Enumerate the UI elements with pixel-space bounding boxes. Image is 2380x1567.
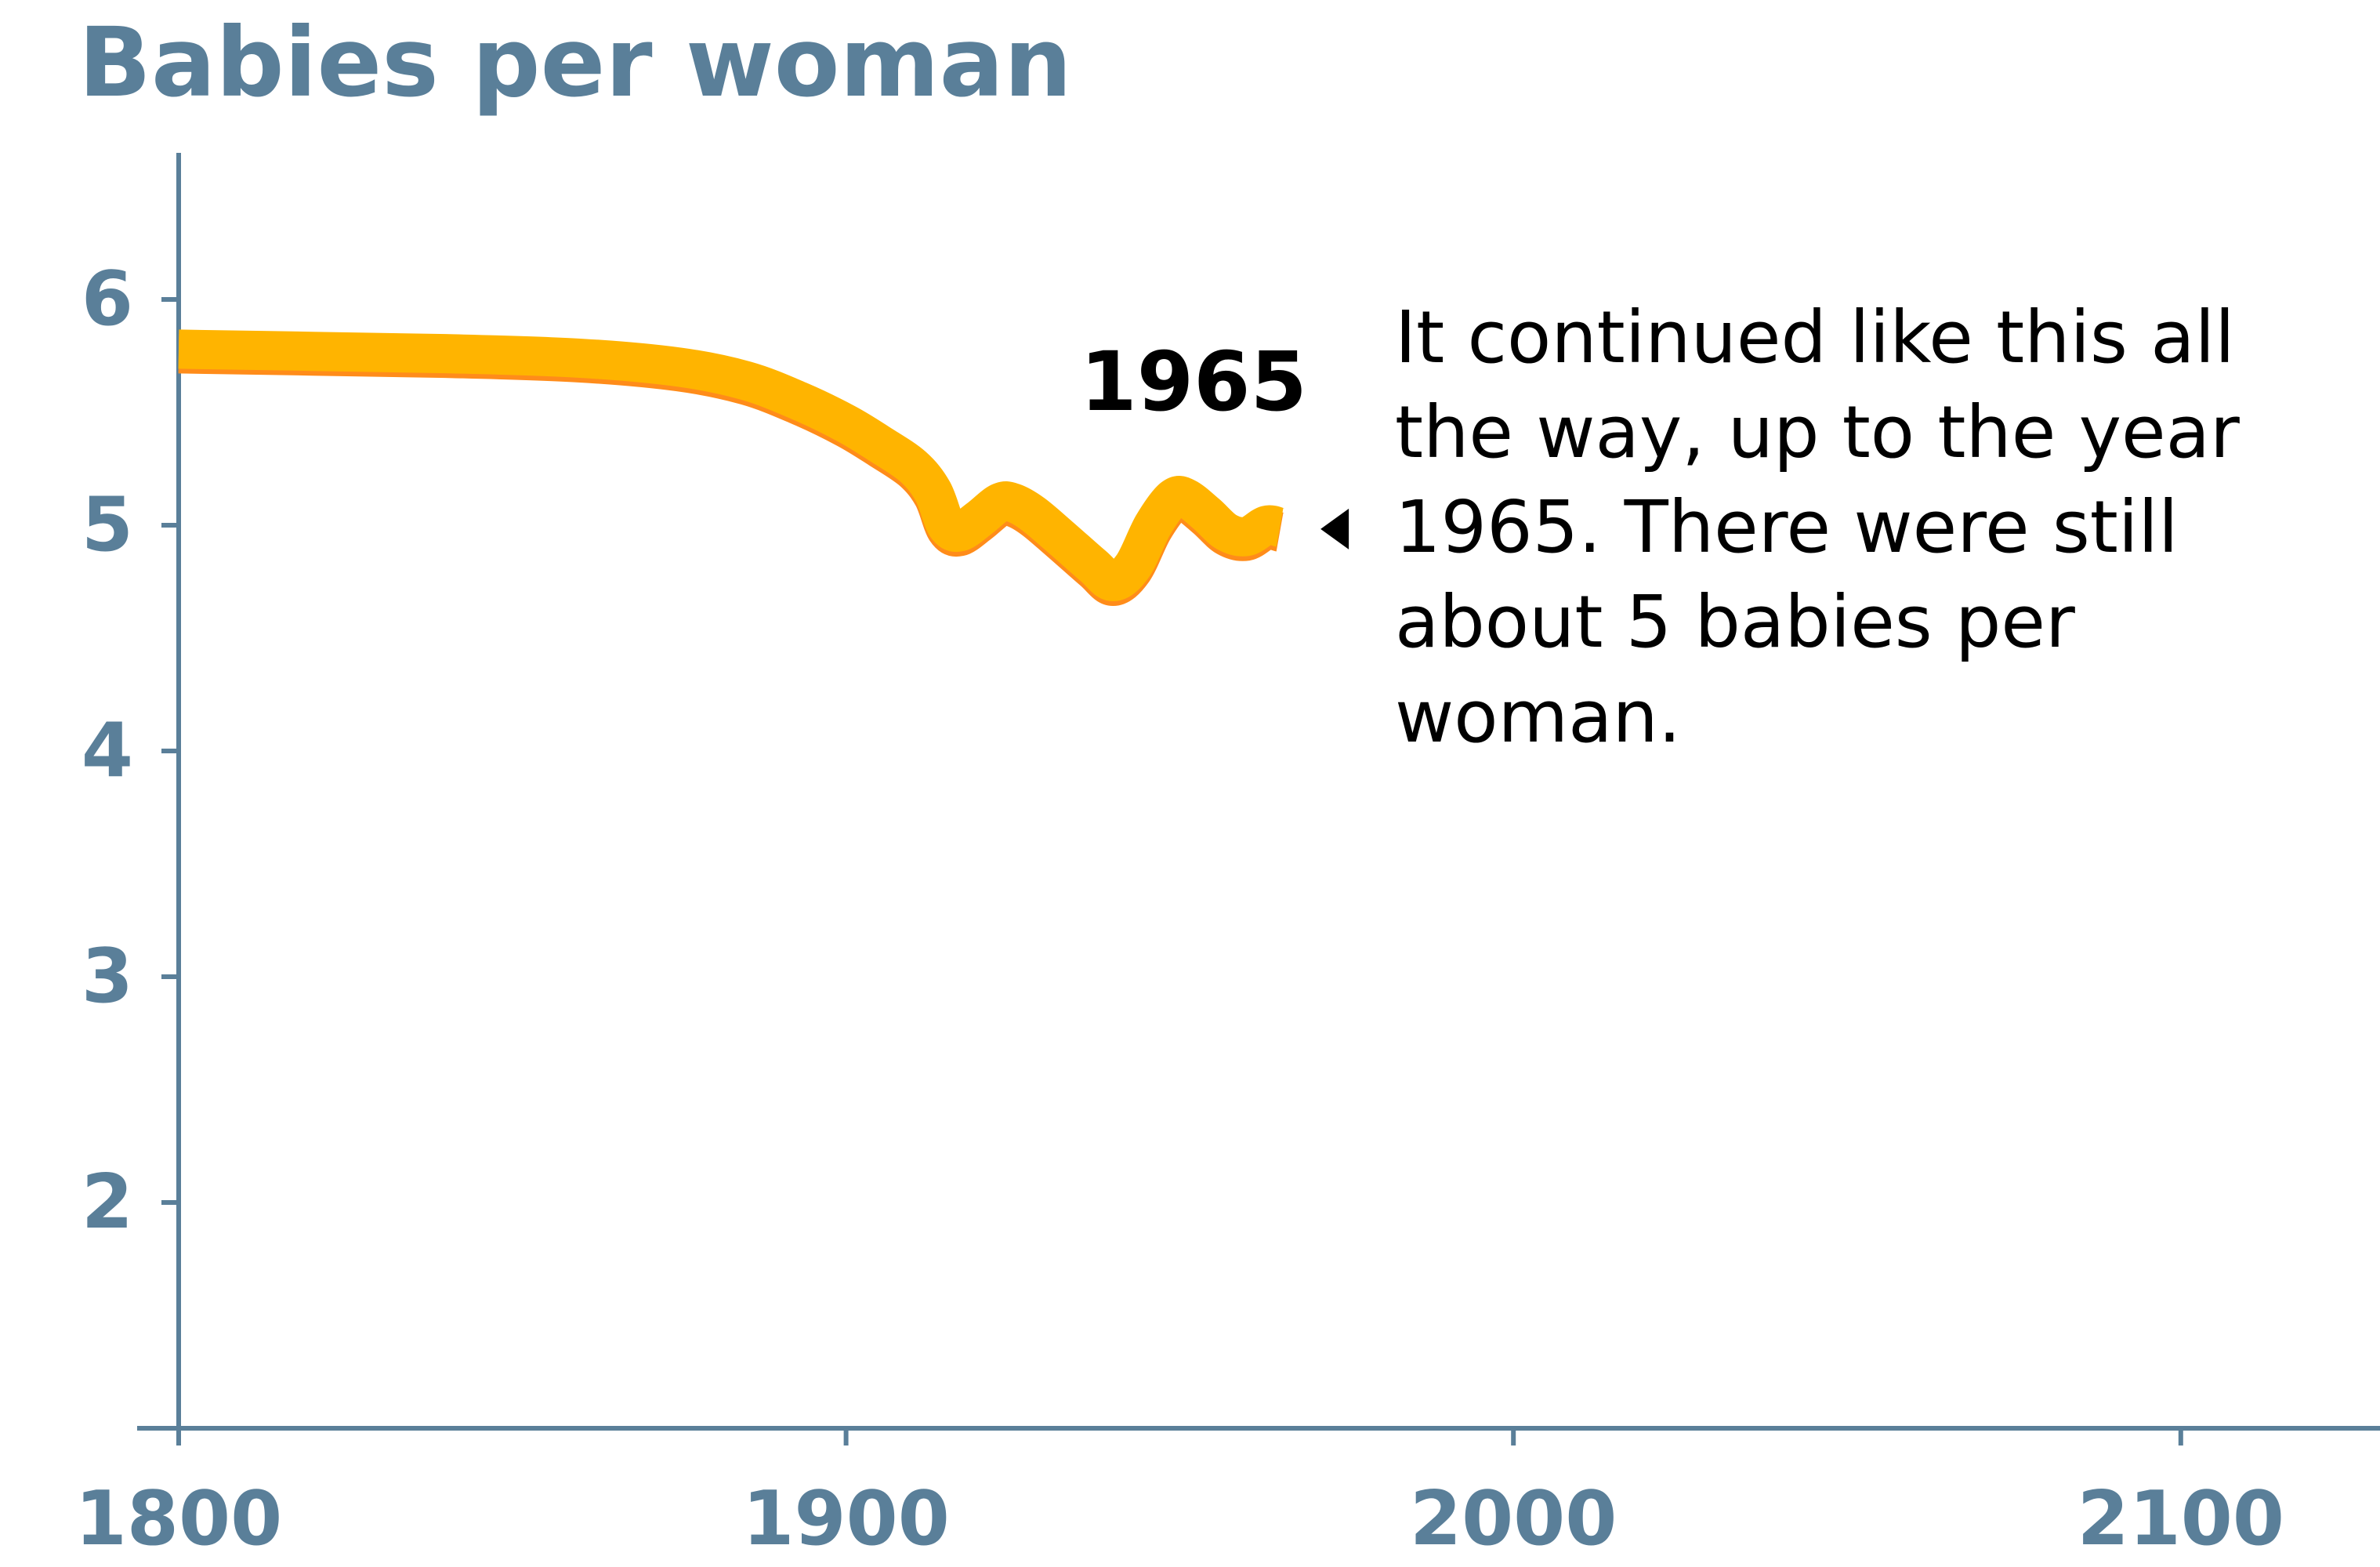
- y-tick-label: 6: [82, 256, 133, 343]
- x-tick-label: 1900: [742, 1476, 949, 1562]
- y-tick-label: 4: [82, 708, 133, 794]
- chart-title: Babies per woman: [78, 7, 1072, 118]
- x-tick-label: 2000: [1410, 1476, 1617, 1562]
- series-line: [178, 329, 1287, 601]
- x-tick-label: 2100: [2078, 1476, 2284, 1562]
- y-tick-label: 3: [82, 934, 133, 1020]
- x-tick-label: 1800: [75, 1476, 282, 1562]
- y-tick-label: 2: [82, 1159, 133, 1246]
- pointer-arrow-icon: [1320, 508, 1349, 550]
- annotation-text: It continued like this all the way, up t…: [1395, 296, 2240, 759]
- y-tick-label: 5: [82, 482, 133, 568]
- highlight-year-label: 1965: [1080, 334, 1306, 430]
